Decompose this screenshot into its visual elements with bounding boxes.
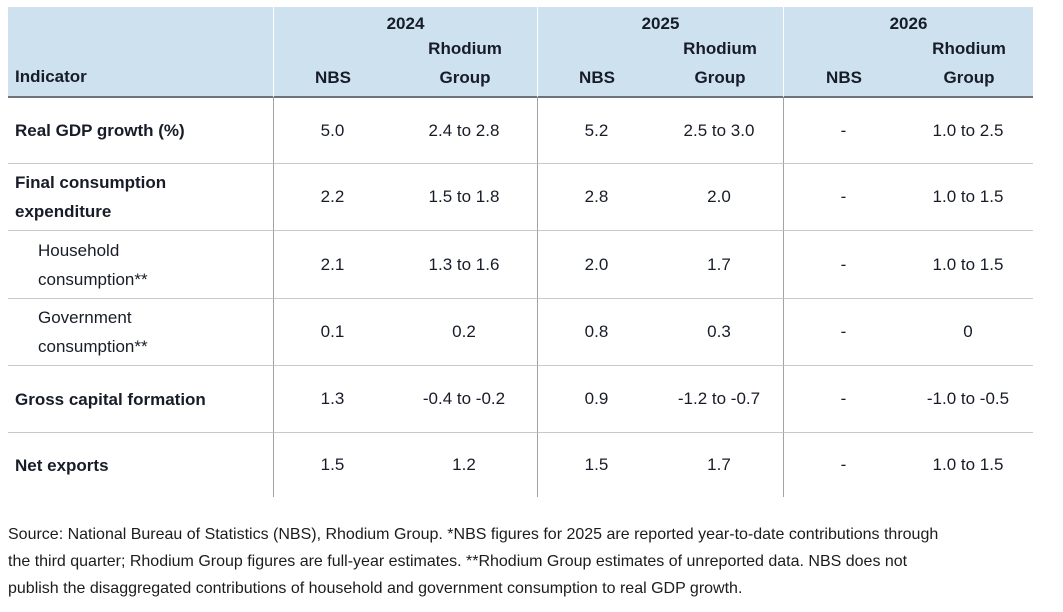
cell-2025-rhodium: -1.2 to -0.7 [655,366,783,433]
nbs-column-header: NBS [579,68,615,87]
cell-2025-rhodium: 1.7 [655,231,783,299]
cell-2025-nbs: 1.5 [537,433,655,497]
cell-2026-nbs: - [783,164,903,231]
rhodium-group-column-header: Rhodium Group [392,34,538,99]
rhodium-line: Rhodium [428,39,502,58]
row-label: Household consumption** [8,231,273,299]
cell-2026-rhodium: 1.0 to 1.5 [903,164,1033,231]
cell-2024-nbs: 2.2 [273,164,391,231]
row-label: Real GDP growth (%) [8,98,273,164]
row-label: Gross capital formation [8,366,273,433]
row-label-text: Household consumption** [38,240,148,289]
year-label-2025: 2025 [641,14,680,33]
gdp-contributions-table: Indicator 2024 NBS Rhodium Group 2025 NB… [8,7,1033,497]
subheader-row-2024: NBS Rhodium Group [274,34,537,99]
footnote-line: the third quarter; Rhodium Group figures… [8,553,908,570]
year-group-header-2025: 2025 NBS Rhodium Group [537,7,783,98]
cell-2025-rhodium: 1.7 [655,433,783,497]
cell-2024-nbs: 1.3 [273,366,391,433]
year-label-2024: 2024 [386,14,425,33]
year-label-2026: 2026 [889,14,928,33]
cell-2024-nbs: 5.0 [273,98,391,164]
cell-2026-nbs: - [783,299,903,366]
cell-2026-rhodium: 1.0 to 1.5 [903,433,1033,497]
footnote-line: Source: National Bureau of Statistics (N… [8,526,939,543]
cell-2024-rhodium: 0.2 [391,299,537,366]
row-label-text: Government consumption** [38,308,148,356]
cell-2024-rhodium: 1.5 to 1.8 [391,164,537,231]
group-line: Group [943,68,995,87]
indicator-column-header: Indicator [8,7,273,98]
cell-2025-nbs: 2.0 [537,231,655,299]
row-label-text: Net exports [15,455,109,475]
rhodium-line: Rhodium [932,39,1006,58]
group-line: Group [439,68,491,87]
cell-2025-nbs: 2.8 [537,164,655,231]
footnote-line: publish the disaggregated contributions … [8,580,743,597]
cell-2025-rhodium: 0.3 [655,299,783,366]
row-label: Government consumption** [8,299,273,366]
subheader-row-2025: NBS Rhodium Group [538,34,783,99]
cell-2024-rhodium: 2.4 to 2.8 [391,98,537,164]
cell-2025-nbs: 5.2 [537,98,655,164]
rhodium-group-column-header: Rhodium Group [656,34,784,99]
year-group-header-2024: 2024 NBS Rhodium Group [273,7,537,98]
cell-2024-rhodium: 1.3 to 1.6 [391,231,537,299]
cell-2025-nbs: 0.8 [537,299,655,366]
source-footnote: Source: National Bureau of Statistics (N… [8,521,1058,602]
group-line: Group [694,68,746,87]
row-label: Final consumption expenditure [8,164,273,231]
cell-2025-rhodium: 2.5 to 3.0 [655,98,783,164]
nbs-column-header: NBS [315,68,351,87]
cell-2026-nbs: - [783,366,903,433]
cell-2026-nbs: - [783,231,903,299]
cell-2025-rhodium: 2.0 [655,164,783,231]
cell-2026-nbs: - [783,98,903,164]
row-label-text: Final consumption expenditure [15,173,167,221]
cell-2024-nbs: 1.5 [273,433,391,497]
cell-2026-rhodium: -1.0 to -0.5 [903,366,1033,433]
rhodium-group-column-header: Rhodium Group [904,34,1034,99]
cell-2026-rhodium: 1.0 to 2.5 [903,98,1033,164]
nbs-column-header: NBS [826,68,862,87]
rhodium-line: Rhodium [683,39,757,58]
year-group-header-2026: 2026 NBS Rhodium Group [783,7,1033,98]
cell-2026-rhodium: 0 [903,299,1033,366]
cell-2026-nbs: - [783,433,903,497]
row-label: Net exports [8,433,273,497]
row-label-text: Real GDP growth (%) [15,121,185,140]
cell-2024-nbs: 2.1 [273,231,391,299]
cell-2024-nbs: 0.1 [273,299,391,366]
subheader-row-2026: NBS Rhodium Group [784,34,1033,99]
cell-2024-rhodium: -0.4 to -0.2 [391,366,537,433]
row-label-text: Gross capital formation [15,389,206,409]
cell-2026-rhodium: 1.0 to 1.5 [903,231,1033,299]
cell-2024-rhodium: 1.2 [391,433,537,497]
cell-2025-nbs: 0.9 [537,366,655,433]
